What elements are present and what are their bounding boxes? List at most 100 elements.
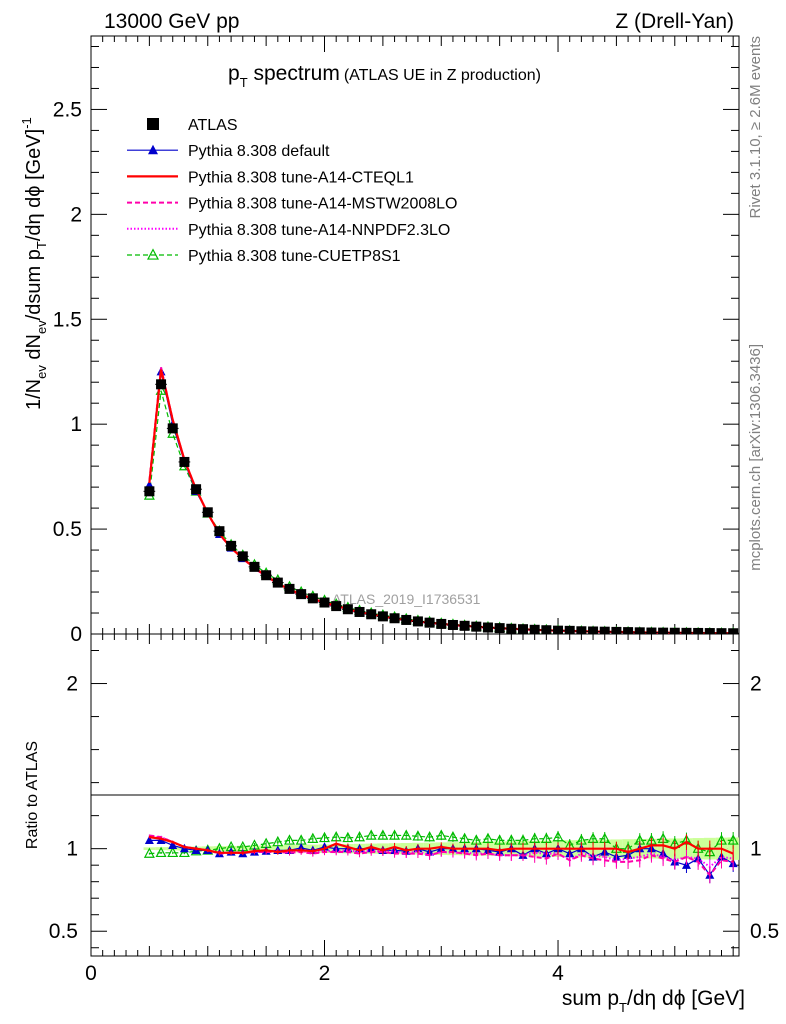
atlas-point [506,623,517,634]
ratio-point-cuetp8s1 [319,831,331,843]
atlas-point [681,627,692,634]
ratio-point-cuetp8s1 [482,832,494,844]
atlas-point [693,627,704,634]
legend-marker-default [148,144,158,155]
atlas-point [342,604,353,615]
legend-label-cteql1: Pythia 8.308 tune-A14-CTEQL1 [188,169,414,186]
ratio-series-group [143,829,739,884]
atlas-point [272,577,283,588]
atlas-point [646,627,657,634]
ratio-point-cuetp8s1 [424,830,436,842]
atlas-point [249,561,260,572]
atlas-point [564,625,575,634]
atlas-point [424,617,435,628]
atlas-point [144,486,155,497]
ratio-point-cuetp8s1 [155,846,167,858]
ratio-y-axis-label: Ratio to ATLAS [24,741,41,849]
ratio-point-cuetp8s1 [365,829,377,840]
ratio-point-default [168,840,178,850]
main-y-tick-label: 0 [70,623,82,646]
atlas-point [436,618,447,629]
ratio-point-cuetp8s1 [167,846,179,858]
ratio-point-cuetp8s1 [400,829,412,840]
header-left: 13000 GeV pp [104,10,239,33]
ratio-point-cuetp8s1 [552,830,564,842]
ratio-point-cuetp8s1 [307,832,319,844]
main-axis-ticks: 0 0.5 1 1.5 2 2.5 [53,36,739,646]
main-y-tick-label: 1.5 [53,308,82,331]
legend-marker-cuetp8s1 [147,248,159,260]
ratio-point-cuetp8s1 [459,832,471,844]
atlas-point [191,484,202,495]
ratio-y-tick-label-right: 2 [750,673,762,696]
legend-entry-cuetp8s1: Pythia 8.308 tune-CUETP8S1 [127,248,401,265]
main-series-atlas [143,379,739,634]
atlas-point [261,570,272,581]
atlas-point [704,628,715,634]
ratio-point-default [144,835,154,845]
atlas-point [401,614,412,625]
plot-title-paren: (ATLAS UE in Z production) [344,67,541,84]
atlas-point [307,593,318,604]
rivet-version-label: Rivet 3.1.10, ≥ 2.6M events [747,36,764,219]
atlas-point [494,623,505,634]
ratio-point-cuetp8s1 [447,830,459,842]
atlas-point [354,606,365,617]
ratio-y-tick-label: 1 [66,838,78,861]
atlas-point [412,616,423,627]
atlas-point [576,626,587,634]
ratio-point-cuetp8s1 [529,832,541,844]
atlas-point [728,628,739,634]
main-y-tick-label: 2.5 [53,98,82,121]
legend-label-nnpdf: Pythia 8.308 tune-A14-NNPDF2.3LO [188,222,450,239]
ratio-axis-ticks: 0 2 4 0.5 0.5 1 1 2 2 [49,634,779,985]
atlas-point [284,583,295,594]
main-y-axis-label: 1/Nev dNev/dsum pT/dη dϕ [GeV]-1 [19,117,49,410]
ratio-series-cteql1 [148,834,734,863]
mcplots-label: mcplots.cern.ch [arXiv:1306.3436] [747,344,764,571]
ratio-point-cuetp8s1 [540,832,552,844]
atlas-point [529,624,540,634]
atlas-point [658,627,669,634]
ratio-point-cuetp8s1 [342,831,354,843]
x-tick-label: 0 [85,962,97,985]
legend: ATLAS Pythia 8.308 default Pythia 8.308 tu… [127,117,457,265]
analysis-watermark: ATLAS_2019_I1736531 [332,591,481,607]
atlas-point [518,624,528,634]
atlas-point [319,597,330,608]
ratio-y-tick-label: 2 [66,673,78,696]
ratio-point-cuetp8s1 [435,829,447,840]
atlas-point [237,551,248,562]
atlas-point [611,626,622,634]
legend-swatch-atlas [147,118,159,130]
legend-entry-default: Pythia 8.308 default [127,143,330,160]
ratio-point-cuetp8s1 [354,830,366,842]
atlas-point [634,627,645,634]
atlas-point [588,626,599,634]
legend-label-cuetp8s1: Pythia 8.308 tune-CUETP8S1 [188,248,401,265]
ratio-point-cuetp8s1 [389,829,401,840]
atlas-point [599,626,610,634]
legend-label-default: Pythia 8.308 default [188,143,330,160]
plot-title: pT spectrum (ATLAS UE in Z production) [228,62,541,90]
atlas-point [459,620,470,631]
atlas-point [716,628,727,634]
ratio-y-tick-label-right: 0.5 [750,920,779,943]
atlas-point [296,589,307,600]
plot-title-tail: spectrum [248,62,340,85]
x-tick-label: 4 [552,962,564,985]
main-y-tick-label: 0.5 [53,518,82,541]
atlas-point [377,611,388,622]
atlas-point [623,627,634,634]
ratio-point-cuetp8s1 [283,834,295,845]
atlas-point [447,619,458,630]
atlas-point [482,622,493,633]
atlas-point [541,625,552,634]
atlas-point [156,379,167,390]
atlas-point [167,423,178,434]
legend-entry-cteql1: Pythia 8.308 tune-A14-CTEQL1 [127,169,414,186]
x-axis-label: sum pT/dη dϕ [GeV] [562,987,745,1015]
ratio-point-cuetp8s1 [412,830,424,841]
